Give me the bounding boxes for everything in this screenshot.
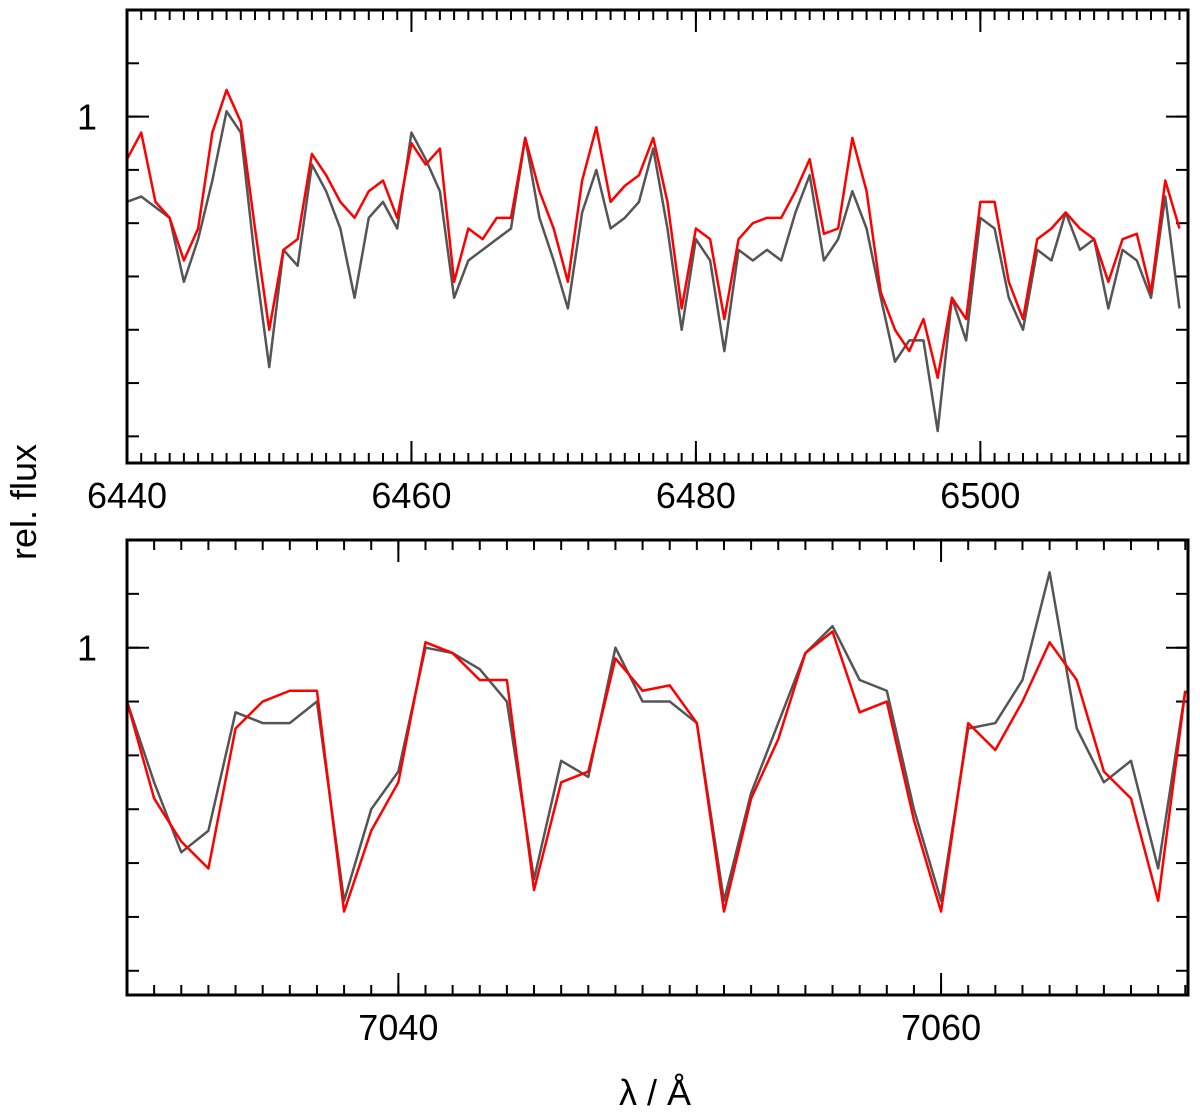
spectrum-line	[127, 571, 1187, 903]
plot-frame	[125, 8, 1190, 465]
y-axis-label: rel. flux	[3, 444, 44, 560]
plot-frame	[125, 538, 1190, 997]
x-axis-label: λ / Å	[619, 1072, 691, 1113]
spectrum-line	[127, 88, 1181, 379]
spectrum-line	[127, 630, 1187, 913]
x-tick-label: 7060	[901, 1007, 981, 1048]
x-tick-label: 6500	[940, 475, 1020, 516]
spectrum-line	[127, 110, 1181, 433]
x-tick-label: 6480	[656, 475, 736, 516]
y-tick-label: 1	[77, 628, 97, 669]
x-tick-label: 6460	[371, 475, 451, 516]
x-tick-label: 6440	[87, 475, 167, 516]
x-tick-label: 7040	[358, 1007, 438, 1048]
y-tick-label: 1	[77, 97, 97, 138]
